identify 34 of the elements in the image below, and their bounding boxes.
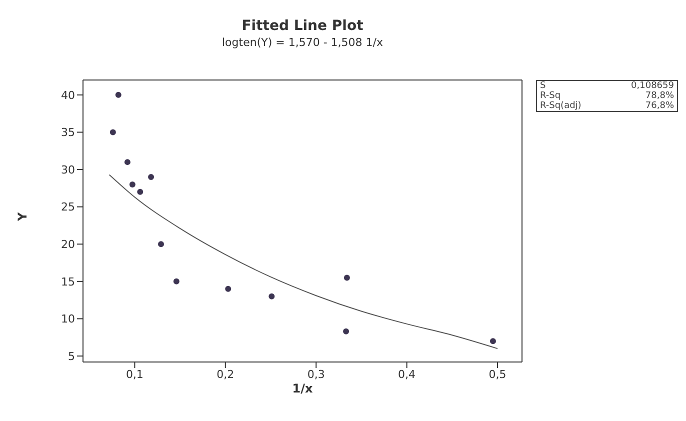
point [343, 328, 350, 334]
point [344, 274, 350, 281]
point [115, 92, 122, 98]
y-axis-title: Y [15, 212, 30, 222]
y-tick-label: 40 [61, 88, 75, 102]
point [148, 174, 154, 180]
y-tick-label: 10 [61, 312, 75, 326]
y-tick-label: 15 [61, 275, 75, 288]
y-tick-label: 35 [61, 126, 75, 140]
chart-title: Fitted Line Plot [240, 18, 364, 34]
line-series [108, 174, 498, 350]
y-tick-label: 20 [61, 238, 75, 252]
x-tick-label: 0,3 [307, 368, 325, 381]
text: R-Sq(adj) 76,8% [540, 101, 674, 111]
y-tick-label: 25 [61, 200, 75, 214]
point [158, 241, 164, 248]
y-tick-label: 30 [61, 163, 75, 176]
x-tick-label: 0,5 [488, 368, 506, 381]
point [124, 159, 130, 166]
point [137, 188, 144, 195]
point [268, 293, 275, 300]
x-tick-label: 0,1 [126, 368, 144, 381]
point [173, 278, 180, 284]
point [490, 338, 496, 344]
point [129, 181, 136, 188]
point [225, 286, 232, 292]
text: R-Sq 78,8% [540, 91, 674, 101]
point [110, 129, 116, 136]
x-tick-label: 0,4 [398, 368, 416, 381]
x-axis-title: 1/x [292, 382, 313, 396]
y-tick-label: 5 [68, 350, 75, 363]
chart-subtitle: logten(Y) = 1,570 - 1,508 1/x [221, 36, 384, 49]
text: S 0,108659 [540, 81, 674, 91]
x-tick-label: 0,2 [216, 368, 234, 381]
